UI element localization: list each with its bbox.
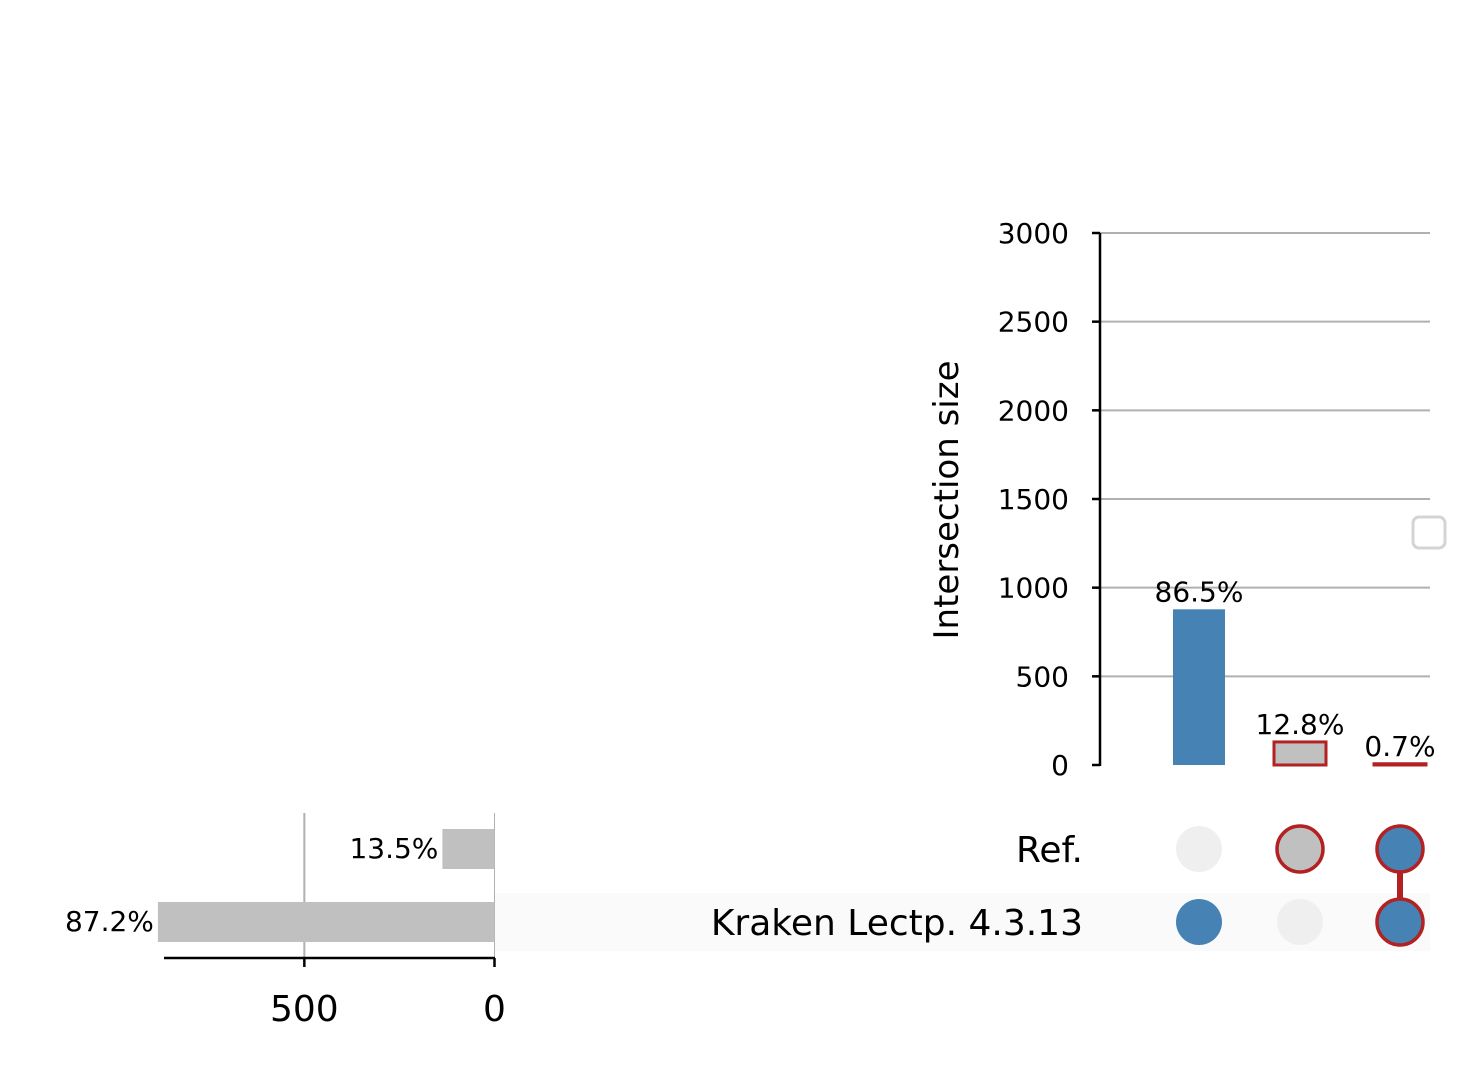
intersection-bar-label: 86.5%: [1155, 575, 1244, 608]
legend-box: [1411, 515, 1447, 550]
set-size-tick-label: 500: [270, 989, 339, 1030]
gridlines: [1100, 232, 1430, 678]
intersection-bars: [1173, 609, 1428, 767]
set-name-label: Ref.: [1016, 830, 1083, 871]
intersection-bar-labels: 86.5% 12.8% 0.7%: [1155, 575, 1436, 762]
set-size-bars: [157, 829, 495, 942]
intersection-bar-label: 0.7%: [1364, 730, 1435, 763]
set-size-tick-label: 0: [483, 989, 506, 1030]
set-size-bar: [442, 829, 495, 869]
matrix-dot-active: [1375, 824, 1425, 874]
matrix-dots: [1176, 824, 1425, 947]
set-size-bar: [157, 902, 495, 942]
y-axis-title: Intersection size: [927, 361, 967, 640]
y-tick-label: 3000: [998, 217, 1069, 250]
set-size-bar-labels: 13.5% 87.2%: [65, 832, 438, 938]
set-name-label: Kraken Lectp. 4.3.13: [711, 903, 1083, 944]
matrix-dot-inactive: [1176, 826, 1222, 872]
intersection-bar: [1372, 762, 1428, 767]
y-tick-label: 500: [1016, 660, 1069, 693]
set-size-x-ticks: 500 0: [270, 958, 506, 1030]
y-tick-label: 1500: [998, 483, 1069, 516]
set-size-bar-label: 13.5%: [349, 832, 438, 865]
y-tick-label: 0: [1051, 749, 1069, 782]
set-row-stripe: [494, 893, 1430, 951]
matrix-dot-inactive: [1277, 899, 1323, 945]
matrix-dot-active: [1375, 897, 1425, 947]
intersection-bar-label: 12.8%: [1256, 708, 1345, 741]
y-tick-label: 2000: [998, 394, 1069, 427]
y-axis-ticks: 0 500 1000 1500 2000 2500 3000: [998, 217, 1100, 782]
intersection-bar: [1272, 740, 1328, 767]
set-names: Ref. Kraken Lectp. 4.3.13: [711, 830, 1083, 944]
matrix-dot-active: [1176, 899, 1222, 945]
set-size-bar-label: 87.2%: [65, 905, 154, 938]
y-tick-label: 2500: [998, 306, 1069, 339]
intersection-bar: [1173, 609, 1225, 765]
y-tick-label: 1000: [998, 572, 1069, 605]
matrix-dot-active: [1275, 824, 1325, 874]
